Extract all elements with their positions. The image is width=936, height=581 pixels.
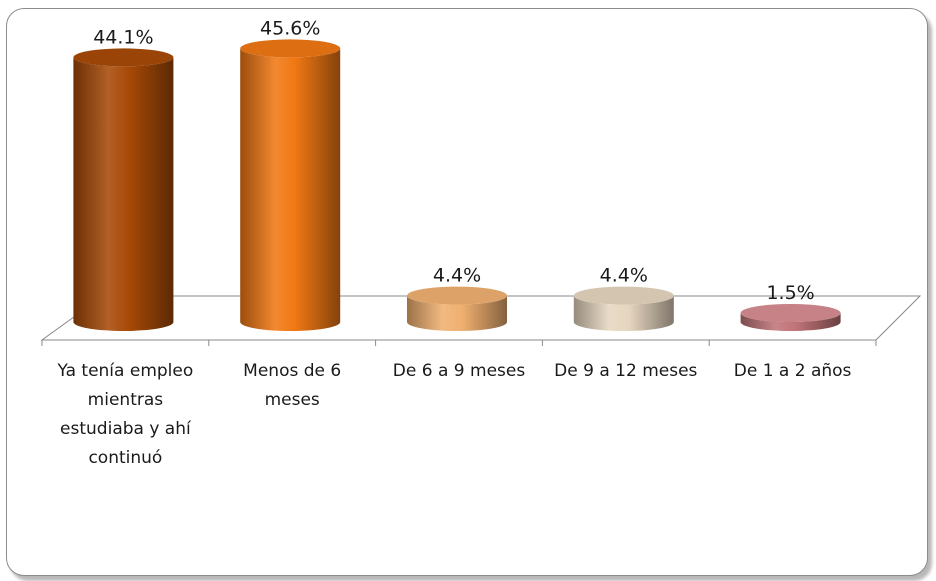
category-label: De 1 a 2 años <box>734 361 852 381</box>
bar <box>240 39 341 332</box>
bar <box>73 48 174 331</box>
bar-top <box>573 286 674 305</box>
bar-body <box>240 48 341 332</box>
bar <box>573 286 674 331</box>
bar <box>407 286 507 331</box>
bar-body <box>73 57 174 331</box>
bar-body <box>407 295 507 331</box>
category-label: Ya tenía empleo mientras estudiaba y ahí co… <box>57 361 194 468</box>
bar-top <box>73 48 174 67</box>
bar-top <box>740 304 841 322</box>
category-axis: Ya tenía empleo mientras estudiaba y ahí co… <box>57 361 852 468</box>
category-label: Menos de 6 meses <box>243 361 341 410</box>
category-label: De 6 a 9 meses <box>393 361 526 381</box>
data-label: 44.1% <box>93 26 153 48</box>
category-label: De 9 a 12 meses <box>554 361 697 381</box>
data-label: 1.5% <box>766 282 814 304</box>
bar-top <box>407 286 507 305</box>
bar-top <box>240 39 341 58</box>
bar <box>740 304 841 331</box>
data-label: 4.4% <box>433 265 481 287</box>
bars <box>73 39 841 332</box>
data-label: 4.4% <box>600 265 648 287</box>
data-labels: 44.1% 45.6% 4.4% 4.4% 1.5% <box>93 17 815 304</box>
bar-body <box>573 295 674 331</box>
data-label: 45.6% <box>260 17 320 39</box>
